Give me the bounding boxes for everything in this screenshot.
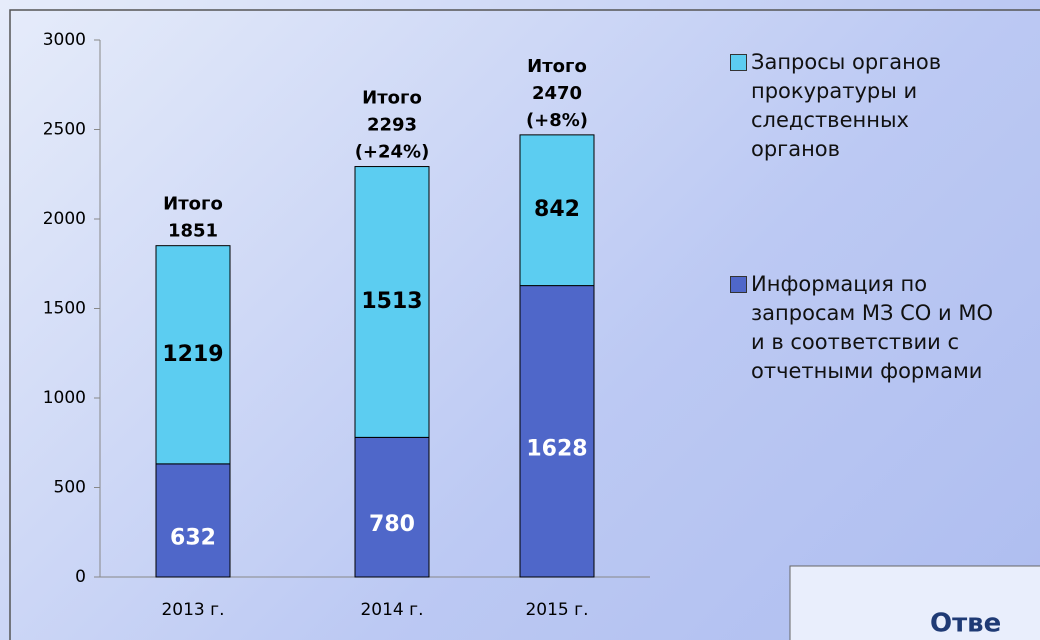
legend-swatch bbox=[730, 54, 747, 71]
data-label: 1628 bbox=[526, 436, 587, 461]
bar-segment bbox=[155, 245, 231, 465]
legend-label: Информация по запросам МЗ СО и МО и в со… bbox=[751, 272, 993, 383]
total-annotation: Итого bbox=[362, 88, 422, 109]
bar-segment bbox=[519, 134, 595, 287]
y-tick-label: 3000 bbox=[43, 30, 86, 50]
y-tick-label: 500 bbox=[54, 478, 86, 498]
data-label: 842 bbox=[534, 197, 580, 222]
data-label: 1513 bbox=[361, 289, 422, 314]
legend-swatch bbox=[730, 276, 747, 293]
legend-item: Информация по запросам МЗ СО и МО и в со… bbox=[730, 270, 1000, 386]
total-annotation: (+8%) bbox=[526, 110, 588, 131]
x-tick-label: 2015 г. bbox=[525, 600, 588, 620]
data-label: 780 bbox=[369, 512, 415, 537]
bar-segment bbox=[519, 285, 595, 578]
data-label: 1219 bbox=[162, 342, 223, 367]
x-tick-label: 2014 г. bbox=[360, 600, 423, 620]
y-tick-label: 2000 bbox=[43, 209, 86, 229]
footer-box bbox=[789, 565, 1040, 640]
total-annotation: (+24%) bbox=[355, 142, 430, 163]
total-annotation: 2470 bbox=[532, 83, 582, 104]
total-annotation: Итого bbox=[527, 56, 587, 77]
total-annotation: 1851 bbox=[168, 221, 218, 242]
y-tick-label: 2500 bbox=[43, 120, 86, 140]
legend-item: Запросы органов прокуратуры и следственн… bbox=[730, 48, 1000, 164]
bar-segment bbox=[155, 463, 231, 578]
legend-label: Запросы органов прокуратуры и следственн… bbox=[751, 50, 942, 161]
bar-segment bbox=[354, 166, 430, 438]
y-tick-label: 1500 bbox=[43, 299, 86, 319]
data-label: 632 bbox=[170, 525, 216, 550]
y-tick-label: 1000 bbox=[43, 388, 86, 408]
total-annotation: Итого bbox=[163, 194, 223, 215]
chart-frame bbox=[9, 9, 1040, 640]
total-annotation: 2293 bbox=[367, 115, 417, 136]
footer-text: Отве bbox=[930, 609, 1001, 639]
bar-segment bbox=[354, 436, 430, 578]
x-tick-label: 2013 г. bbox=[161, 600, 224, 620]
y-tick-label: 0 bbox=[75, 567, 86, 587]
